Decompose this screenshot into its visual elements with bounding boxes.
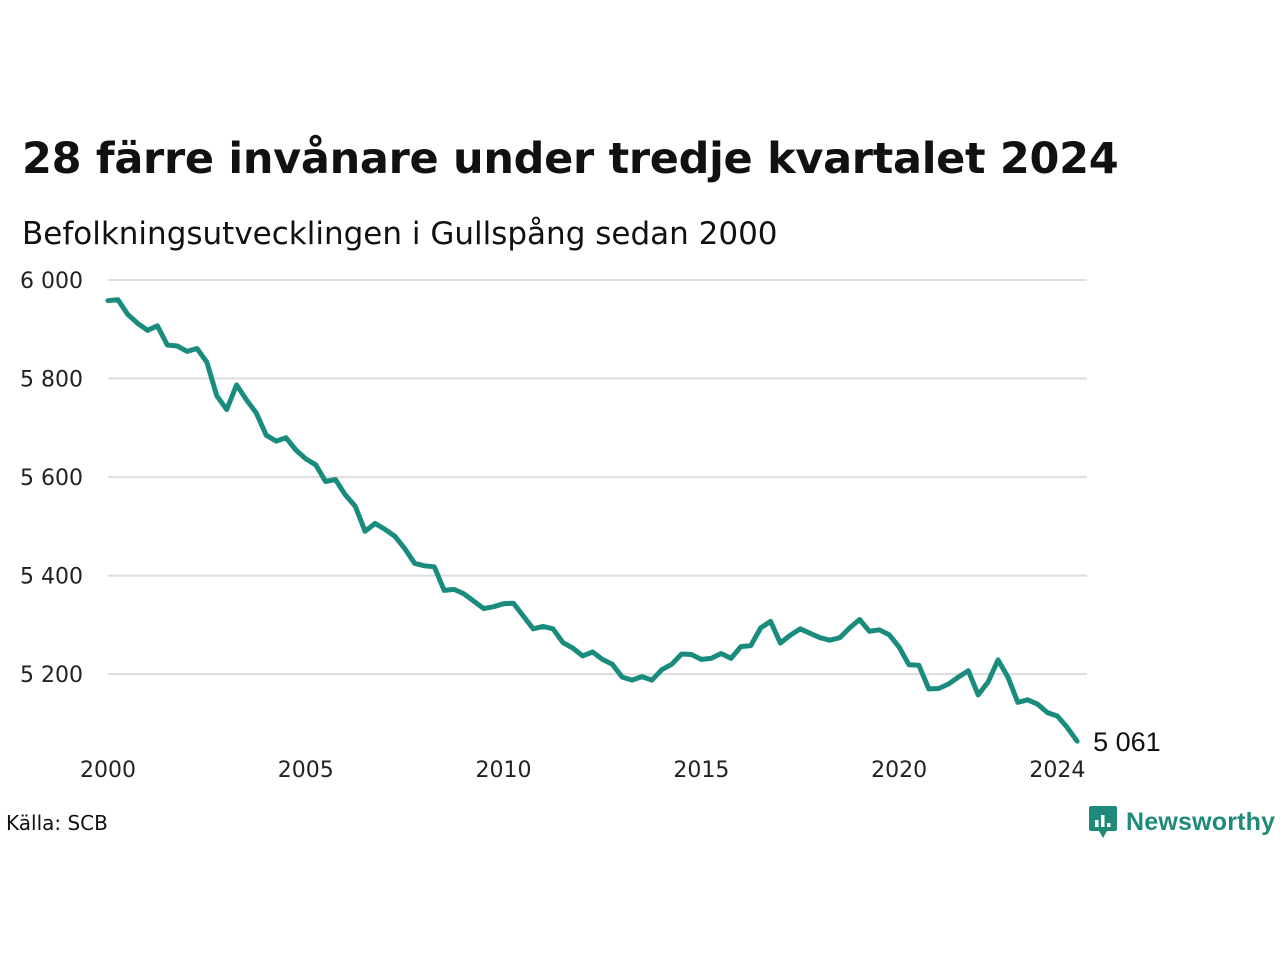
y-tick-label: 6 000 bbox=[20, 269, 83, 294]
source-note: Källa: SCB bbox=[6, 811, 108, 835]
x-tick-label: 2024 bbox=[1029, 758, 1085, 783]
brand-logo: Newsworthy bbox=[1088, 804, 1275, 840]
y-tick-label: 5 200 bbox=[20, 663, 83, 688]
chart-subtitle: Befolkningsutvecklingen i Gullspång seda… bbox=[22, 216, 778, 252]
x-tick-label: 2000 bbox=[80, 758, 136, 783]
brand-name: Newsworthy bbox=[1126, 807, 1276, 836]
gridlines bbox=[108, 279, 1087, 676]
y-axis-tick-labels: 5 200 5 400 5 600 5 800 6 000 bbox=[20, 269, 83, 688]
end-value-label: 5 061 bbox=[1093, 727, 1161, 757]
population-line bbox=[105, 297, 1080, 744]
x-axis-tick-labels: 2000 2005 2010 2015 2020 2024 bbox=[80, 758, 1085, 783]
y-tick-label: 5 600 bbox=[20, 466, 83, 491]
x-tick-label: 2010 bbox=[476, 758, 532, 783]
bar-chart-speech-bubble-icon bbox=[1089, 806, 1117, 838]
y-tick-label: 5 800 bbox=[20, 368, 83, 393]
chart-title: 28 färre invånare under tredje kvartalet… bbox=[22, 134, 1119, 184]
x-tick-label: 2005 bbox=[278, 758, 334, 783]
x-tick-label: 2020 bbox=[871, 758, 927, 783]
x-tick-label: 2015 bbox=[673, 758, 729, 783]
y-tick-label: 5 400 bbox=[20, 565, 83, 590]
